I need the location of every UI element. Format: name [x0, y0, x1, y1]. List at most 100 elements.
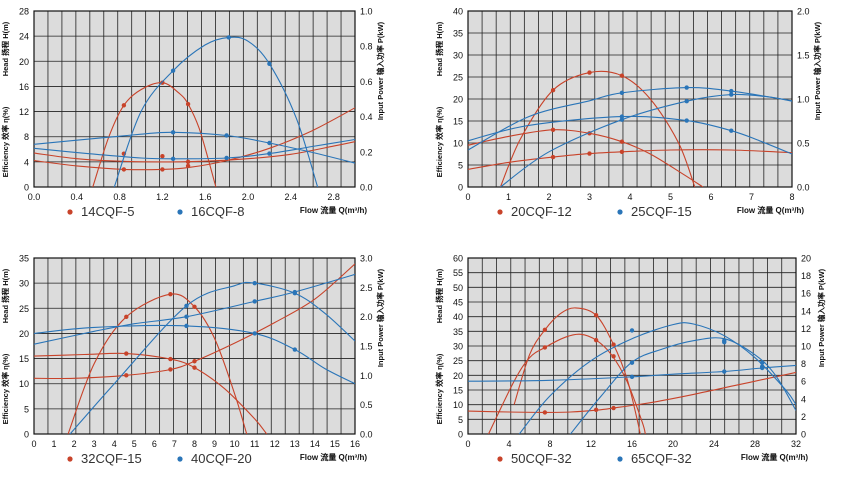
head-axis-label: Head 扬程 H(m): [434, 268, 444, 323]
plot-border: [33, 10, 356, 188]
y-tick-label: 24: [19, 32, 29, 42]
y2-tick-label: 2.0: [360, 312, 373, 322]
efficiency-axis-label: Efficiency 效率 η(%): [434, 106, 444, 177]
data-point-blue-efficiency: [759, 360, 765, 365]
data-point-red-efficiency: [587, 70, 592, 75]
x-tick-label: 3: [587, 192, 592, 202]
y-tick-label: 30: [453, 51, 463, 61]
data-point-red-head: [124, 351, 129, 356]
y-tick-label: 10: [19, 379, 29, 389]
legend-label: 32CQF-15: [81, 451, 142, 466]
x-tick-label: 11: [250, 439, 259, 449]
data-point-blue-power: [224, 155, 229, 161]
data-point-red-efficiency: [593, 313, 599, 318]
data-point-red-power: [168, 367, 173, 372]
data-point-red-power: [587, 151, 592, 156]
x-tick-label: 14: [310, 439, 320, 449]
y2-tick-label: 12: [801, 324, 811, 334]
x-tick-label: 8: [192, 439, 197, 449]
y-tick-label: 5: [458, 415, 463, 425]
x-tick-label: 0.0: [28, 192, 41, 202]
legend-label: 16CQF-8: [191, 204, 244, 219]
y2-tick-label: 16: [801, 289, 811, 299]
data-point-red-efficiency: [550, 88, 556, 93]
y-tick-label: 25: [19, 304, 29, 314]
plot-border: [467, 10, 793, 188]
y-tick-label: 16: [19, 82, 29, 92]
y-tick-label: 25: [453, 356, 463, 366]
x-tick-label: 0: [465, 192, 470, 202]
x-tick-label: 4: [112, 439, 117, 449]
data-point-blue-efficiency: [252, 280, 257, 286]
x-tick-label: 16: [350, 439, 360, 449]
y-tick-label: 35: [453, 29, 463, 39]
data-point-blue-head: [292, 347, 298, 352]
y-tick-label: 0: [24, 430, 29, 440]
x-tick-label: 0: [31, 439, 36, 449]
data-point-blue-efficiency: [619, 117, 625, 122]
y2-tick-label: 0.5: [360, 400, 373, 410]
y2-tick-label: 14: [801, 306, 811, 316]
data-point-red-power: [121, 167, 127, 172]
data-point-red-power: [611, 405, 616, 411]
data-point-blue-power: [184, 314, 189, 319]
legend-marker-red: [67, 456, 73, 462]
y-tick-label: 20: [453, 371, 463, 381]
x-tick-label: 12: [586, 439, 596, 449]
legend-label: 20CQF-12: [511, 204, 572, 219]
data-point-blue-efficiency: [226, 35, 231, 40]
data-point-blue-head: [224, 133, 229, 138]
data-point-blue-power: [170, 156, 176, 162]
series-line-red-head: [488, 333, 646, 434]
data-point-red-power: [550, 154, 556, 160]
series-line-red-head: [468, 129, 704, 187]
x-tick-label: 28: [750, 439, 760, 449]
power-axis-label: Input Power 输入功率 P(kW): [816, 268, 826, 367]
y-tick-label: 30: [453, 342, 463, 352]
data-point-red-efficiency: [121, 103, 127, 108]
plot-area: [34, 258, 355, 434]
y-tick-label: 28: [19, 7, 29, 17]
y2-tick-label: 1.5: [797, 51, 810, 61]
data-point-red-head: [542, 345, 548, 350]
data-point-red-efficiency: [160, 80, 165, 85]
y-tick-label: 0: [458, 430, 463, 440]
y2-tick-label: 0.0: [360, 183, 373, 193]
data-point-blue-head: [684, 118, 689, 123]
y-tick-label: 12: [19, 107, 29, 117]
legend-marker-blue: [177, 456, 183, 462]
legend-marker-red: [497, 209, 503, 215]
data-point-blue-head: [729, 128, 734, 133]
data-point-blue-power: [729, 88, 734, 94]
x-tick-label: 15: [330, 439, 340, 449]
y-tick-label: 40: [453, 7, 463, 17]
data-point-red-efficiency: [124, 314, 129, 320]
legend-label: 25CQF-15: [631, 204, 692, 219]
data-point-blue-power: [759, 365, 765, 371]
series-group: [468, 307, 796, 434]
data-point-blue-power: [684, 85, 689, 90]
y2-tick-label: 8: [801, 359, 806, 369]
y-tick-label: 35: [453, 327, 463, 337]
x-tick-label: 8: [789, 192, 794, 202]
y2-tick-label: 0.0: [797, 183, 810, 193]
data-point-blue-power: [292, 289, 298, 295]
head-axis-label: Head 扬程 H(m): [0, 268, 10, 323]
data-point-blue-efficiency: [729, 92, 734, 97]
series-line-red-head: [34, 141, 355, 163]
y2-tick-label: 20: [801, 254, 811, 264]
legend-marker-red: [67, 209, 73, 215]
y2-tick-label: 0.6: [360, 77, 373, 87]
y2-tick-label: 0.0: [360, 430, 373, 440]
series-line-red-efficiency: [67, 293, 248, 434]
head-axis-label: Head 扬程 H(m): [434, 21, 444, 76]
data-point-red-power: [619, 149, 625, 154]
x-tick-label: 2: [72, 439, 77, 449]
y2-tick-label: 4: [801, 394, 806, 404]
x-tick-label: 0.4: [71, 192, 84, 202]
data-point-red-efficiency: [168, 292, 173, 297]
y-tick-label: 15: [453, 386, 463, 396]
x-tick-label: 12: [270, 439, 280, 449]
y2-tick-label: 0.2: [360, 147, 373, 157]
y-tick-label: 8: [24, 132, 29, 142]
